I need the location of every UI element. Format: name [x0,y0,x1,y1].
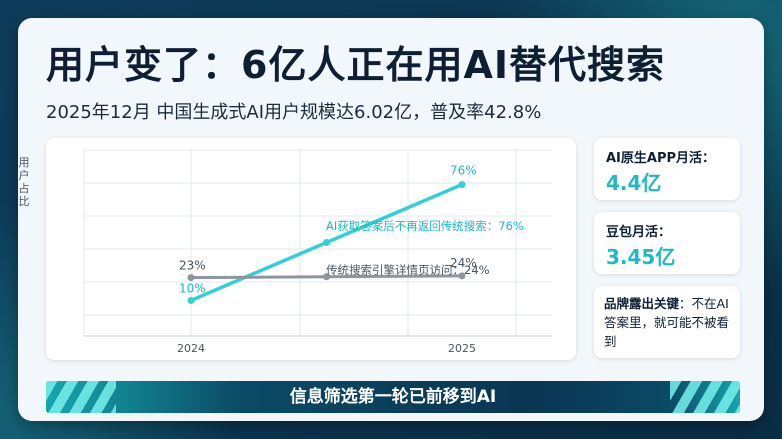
line-chart: 2024 2025 10% 76% AI获取答案后不再返回传统搜索：76% 23% 24%传… [83,149,552,355]
banner-stripes-right [670,381,740,413]
x-tick-label: 2024 [177,342,205,355]
page-title: 用户变了：6亿人正在用AI替代搜索 [46,43,665,87]
side-card-label: 豆包月活： [606,225,672,240]
bottom-banner: 信息筛选第一轮已前移到AI [46,381,740,413]
banner-text: 信息筛选第一轮已前移到AI [289,387,497,407]
side-card-label: AI原生APP月活： [606,151,716,166]
data-point [323,239,330,247]
data-point [323,273,330,281]
series-annotation: 传统搜索引擎详情页访问：24% [326,263,490,277]
data-point [187,296,195,304]
y-axis-label: 用户占比 [18,156,30,208]
side-card-text: 品牌露出关键：不在AI答案里，就可能不被看到 [604,294,732,351]
side-card-value: 4.4亿 [606,171,662,195]
data-label: 23% [179,259,206,273]
side-card-ai-app-mau: AI原生APP月活： 4.4亿 [594,138,740,200]
side-card-text-bold: 品牌露出关键 [604,296,680,311]
data-label: 24% [450,256,477,270]
page-subtitle: 2025年12月 中国生成式AI用户规模达6.02亿，普及率42.8% [46,102,542,123]
side-card-brand-exposure: 品牌露出关键：不在AI答案里，就可能不被看到 [594,286,740,358]
side-card-doubao-mau: 豆包月活： 3.45亿 [594,212,740,274]
data-point [187,274,195,282]
data-point [458,272,466,280]
data-point [458,181,466,189]
side-card-value: 3.45亿 [606,245,676,269]
series-annotation: AI获取答案后不再返回传统搜索：76% [326,219,524,233]
data-label: 10% [179,281,206,295]
data-label: 76% [450,164,477,178]
chart-panel: 2024 2025 10% 76% AI获取答案后不再返回传统搜索：76% 23% 24% 传… [46,138,576,360]
banner-stripes-left [46,381,116,413]
side-card-text-rest: ：不在AI答案里，就可能不被看到 [604,296,730,349]
x-tick-label: 2025 [448,342,476,355]
